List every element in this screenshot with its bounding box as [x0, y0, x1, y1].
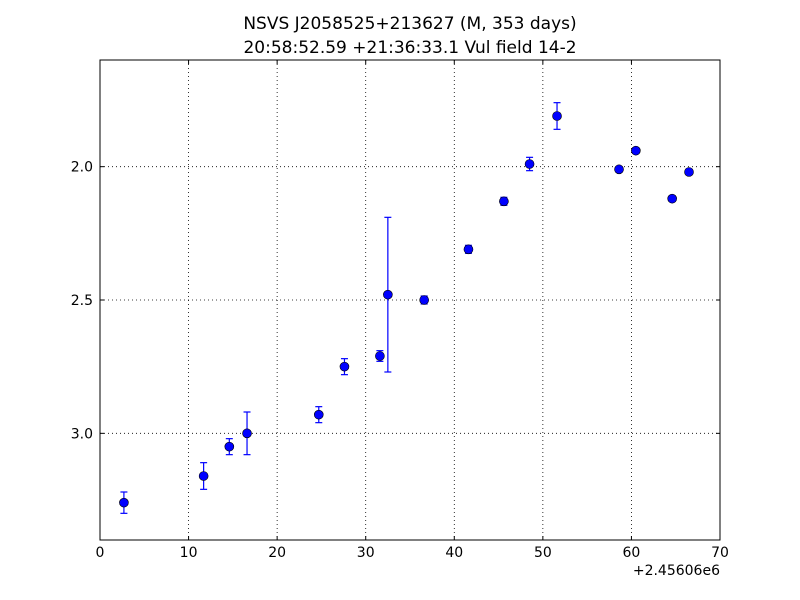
data-point — [463, 244, 474, 255]
x-tick-label: 10 — [180, 545, 198, 561]
y-tick-label: 2.0 — [71, 160, 93, 176]
data-point — [684, 167, 694, 177]
data-point — [499, 196, 509, 207]
x-tick-label: 30 — [357, 545, 375, 561]
x-tick-label: 50 — [534, 545, 552, 561]
x-tick-label: 0 — [96, 545, 105, 561]
data-point — [119, 497, 129, 508]
data-point — [383, 289, 393, 300]
data-point — [552, 111, 562, 121]
data-point — [631, 145, 641, 156]
y-tick-label: 2.5 — [71, 293, 93, 309]
x-offset-label: +2.45606e6 — [633, 563, 720, 579]
data-series — [119, 102, 694, 514]
x-tick-label: 60 — [623, 545, 641, 561]
data-point — [224, 441, 235, 452]
data-point — [339, 361, 350, 372]
data-point — [375, 351, 385, 361]
axis-ticks: 0 10 20 30 40 50 60 70 2.0 2.5 3.0 — [71, 60, 729, 561]
data-point — [419, 295, 429, 305]
x-tick-label: 40 — [445, 545, 463, 561]
data-point — [242, 428, 252, 439]
data-point — [524, 159, 535, 169]
data-point — [313, 409, 324, 420]
chart-title-line2: 20:58:52.59 +21:36:33.1 Vul field 14-2 — [243, 38, 576, 58]
grid — [100, 60, 720, 540]
x-tick-label: 70 — [711, 545, 729, 561]
data-point — [614, 164, 624, 175]
x-tick-label: 20 — [268, 545, 286, 561]
chart-title-line1: NSVS J2058525+213627 (M, 353 days) — [243, 14, 576, 34]
data-point — [198, 471, 209, 481]
y-tick-label: 3.0 — [71, 426, 93, 442]
data-point — [667, 193, 677, 204]
